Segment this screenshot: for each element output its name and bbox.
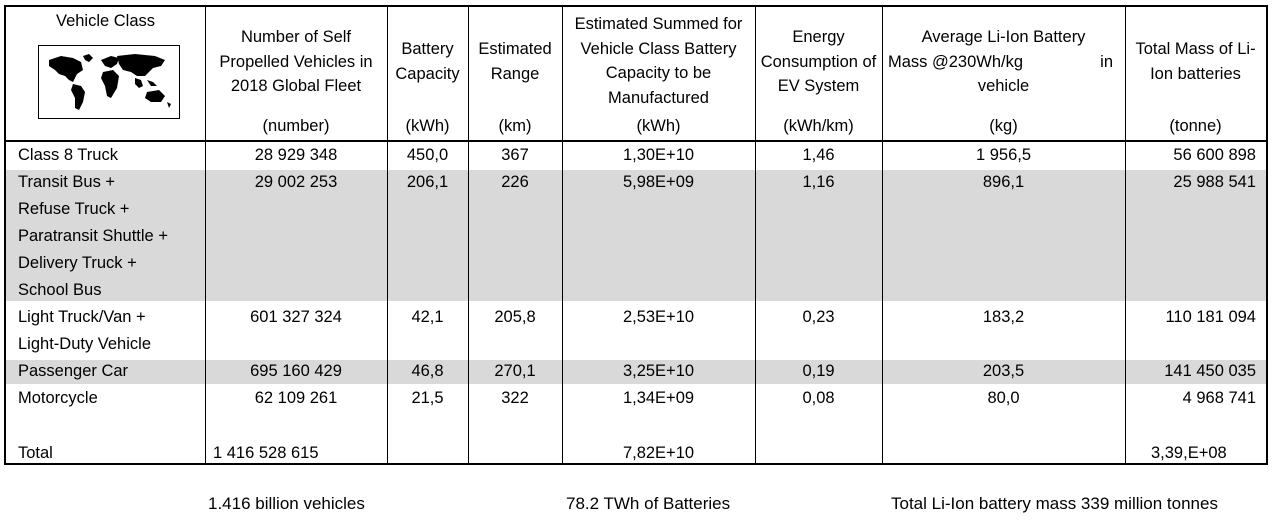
col-divider: [562, 7, 563, 463]
row-vehicle-line: Motorcycle: [18, 389, 98, 407]
row-summed: 3,25E+10: [622, 362, 695, 380]
footer-twh: 78.2 TWh of Batteries: [566, 494, 731, 513]
row-summed: 2,53E+10: [622, 308, 695, 326]
row-energy: 1,16: [802, 173, 835, 191]
row-total-mass: 25 988 541: [1173, 173, 1256, 191]
row-range: 226: [501, 173, 529, 191]
header-avg-mass-line3: vehicle: [977, 77, 1030, 96]
footer-vehicles: 1.416 billion vehicles: [208, 494, 365, 513]
row-total-mass: 4 968 741: [1182, 389, 1256, 407]
unit-energy: (kWh/km): [783, 117, 854, 135]
header-avg-mass: Average Li-Ion Battery Mass @230Wh/kg in…: [882, 25, 1125, 99]
row-avg-mass: 896,1: [982, 173, 1025, 191]
row-fleet: 601 327 324: [250, 308, 342, 326]
row-avg-mass: 1 956,5: [975, 146, 1032, 164]
row-vehicle-line: Refuse Truck +: [18, 200, 130, 218]
row-range: 205,8: [494, 308, 536, 326]
col-divider: [755, 7, 756, 463]
footer-mass: Total Li-Ion battery mass 339 million to…: [891, 494, 1218, 513]
row-band-bus: [6, 170, 1266, 301]
col-divider: [387, 7, 388, 463]
unit-battery: (kWh): [405, 117, 450, 135]
row-avg-mass: 80,0: [987, 389, 1020, 407]
row-energy: 1,46: [802, 146, 835, 164]
row-vehicle-line: Light Truck/Van +: [18, 308, 146, 326]
header-fleet: Number of Self Propelled Vehicles in 201…: [219, 28, 373, 96]
row-range: 367: [501, 146, 529, 164]
total-fleet: 1 416 528 615: [213, 444, 319, 462]
row-vehicle-line: Light-Duty Vehicle: [18, 335, 151, 353]
row-vehicle-line: Class 8 Truck: [18, 146, 118, 164]
row-range: 322: [501, 389, 529, 407]
header-avg-mass-line2b: in: [1100, 52, 1113, 71]
row-band-passenger-car: [6, 360, 1266, 384]
unit-avg-mass: (kg): [989, 117, 1018, 135]
row-summed: 5,98E+09: [622, 173, 695, 191]
row-vehicle-line: School Bus: [18, 281, 102, 299]
row-avg-mass: 183,2: [982, 308, 1025, 326]
header-battery-capacity: Battery Capacity: [395, 40, 460, 83]
col-divider: [1125, 7, 1126, 463]
row-fleet: 62 109 261: [254, 389, 338, 407]
header-range: Estimated Range: [478, 40, 552, 83]
total-summed: 7,82E+10: [622, 444, 695, 462]
row-battery: 21,5: [411, 389, 444, 407]
header-summed-capacity: Estimated Summed for Vehicle Class Batte…: [574, 15, 743, 107]
total-mass: 3,39,E+08: [1151, 444, 1227, 462]
row-total-mass: 141 450 035: [1164, 362, 1256, 380]
unit-fleet: (number): [262, 117, 330, 135]
row-fleet: 28 929 348: [254, 146, 338, 164]
header-vehicle-class: Vehicle Class: [55, 12, 156, 30]
col-divider: [882, 7, 883, 463]
row-energy: 0,23: [802, 308, 835, 326]
header-avg-mass-line2a: Mass @230Wh/kg: [888, 52, 1024, 71]
row-total-mass: 110 181 094: [1165, 308, 1256, 326]
row-total-mass: 56 600 898: [1173, 146, 1256, 164]
world-map-icon: [38, 45, 180, 119]
row-battery: 206,1: [406, 173, 449, 191]
row-avg-mass: 203,5: [982, 362, 1025, 380]
row-battery: 42,1: [411, 308, 444, 326]
row-summed: 1,34E+09: [622, 389, 695, 407]
row-energy: 0,19: [802, 362, 835, 380]
col-divider: [468, 7, 469, 463]
header-divider: [6, 140, 1266, 142]
row-battery: 450,0: [406, 146, 449, 164]
row-battery: 46,8: [411, 362, 444, 380]
row-vehicle-line: Passenger Car: [18, 362, 129, 380]
row-summed: 1,30E+10: [622, 146, 695, 164]
unit-summed: (kWh): [636, 117, 681, 135]
unit-total-mass: (tonne): [1169, 117, 1222, 135]
row-fleet: 695 160 429: [250, 362, 342, 380]
row-vehicle-line: Delivery Truck +: [18, 254, 137, 272]
row-fleet: 29 002 253: [254, 173, 338, 191]
header-energy: Energy Consumption of EV System: [760, 28, 877, 96]
row-range: 270,1: [494, 362, 536, 380]
header-total-mass: Total Mass of Li-Ion batteries: [1135, 40, 1256, 83]
unit-range: (km): [498, 117, 532, 135]
data-table: Vehicle Class Number of Self Propelled V…: [4, 5, 1268, 465]
row-energy: 0,08: [802, 389, 835, 407]
header-avg-mass-line2: Mass @230Wh/kg in: [882, 50, 1125, 75]
row-vehicle-line: Paratransit Shuttle +: [18, 227, 168, 245]
total-label: Total: [18, 444, 53, 462]
col-divider: [205, 7, 206, 463]
header-avg-mass-line1: Average Li-Ion Battery: [921, 28, 1086, 46]
row-vehicle-line: Transit Bus +: [18, 173, 116, 191]
